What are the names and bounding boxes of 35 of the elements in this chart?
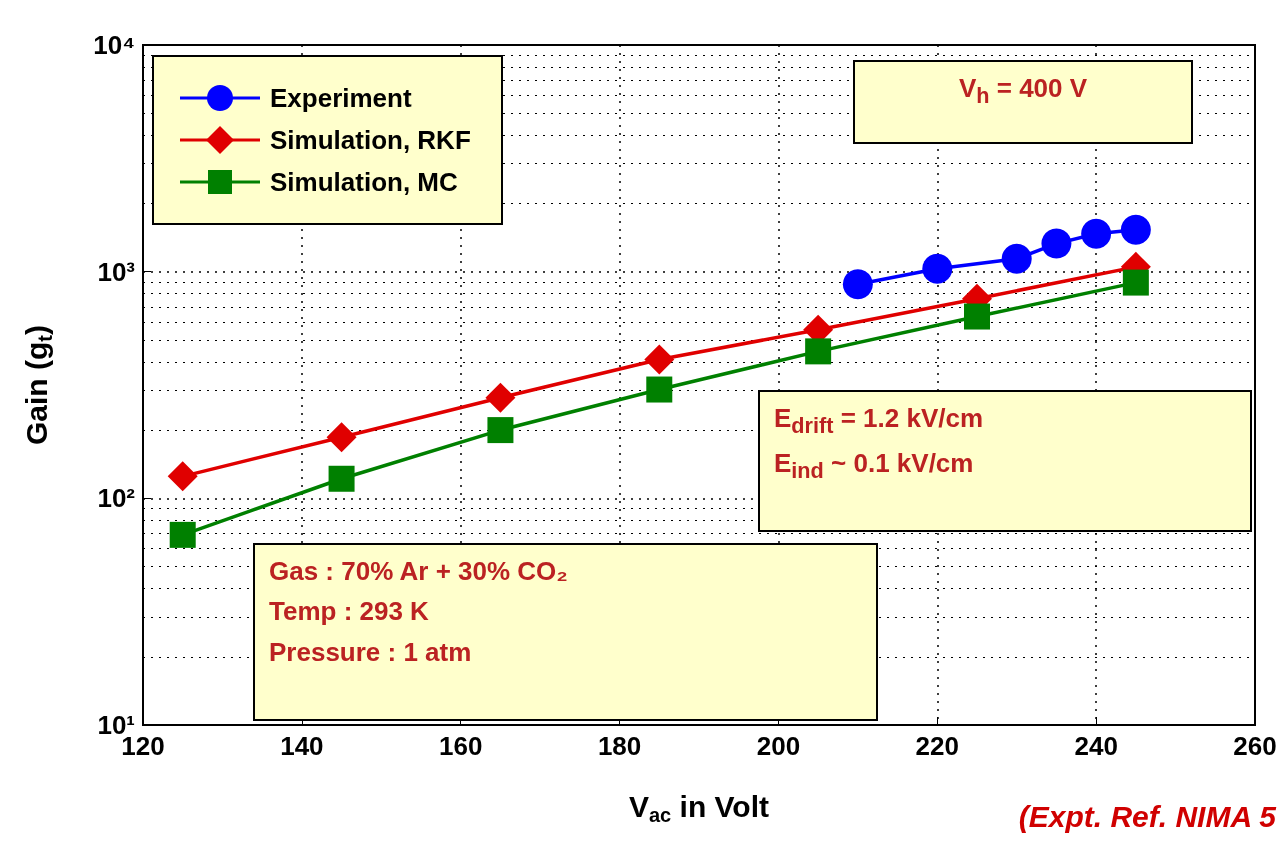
point (646, 376, 673, 403)
point (842, 269, 873, 300)
point (805, 338, 832, 365)
y-tick-label: 10² (97, 483, 136, 514)
text: (Expt. Ref. NIMA 5 (1018, 800, 1276, 834)
x-tick-label: 200 (756, 731, 801, 761)
point (1120, 214, 1151, 245)
point (328, 465, 355, 492)
point (1001, 243, 1032, 274)
x-tick-label: 240 (1074, 731, 1118, 761)
text-box: V$_{h}$ = 400 V (853, 60, 1193, 144)
point (922, 253, 953, 284)
x-tick-label: 160 (439, 731, 483, 761)
point (964, 303, 990, 330)
point (1122, 269, 1149, 296)
x-tick-label: 140 (280, 731, 324, 761)
point (487, 417, 514, 444)
legend-label: Experiment (270, 83, 412, 113)
text-box: E$_{drift}$ = 1.2 kV/cm E$_{ind}$ ~ 0.1 kV/cm (758, 390, 1252, 532)
x-tick-label: 260 (1233, 731, 1277, 761)
y-axis-title: Gain (gt) (19, 325, 56, 445)
point (1081, 218, 1112, 249)
y-tick-label: 10³ (97, 256, 136, 287)
legend-label: Simulation, MC (270, 167, 458, 197)
y-tick-label: 10⁴ (93, 30, 135, 60)
point (1041, 228, 1072, 259)
point (169, 521, 196, 548)
x-tick-label: 180 (597, 731, 642, 761)
point (326, 422, 357, 453)
text-box: Gas : 70% Ar + 30% CO₂ Temp : 293 K Pressure : 1 atm (253, 543, 878, 721)
point (167, 461, 198, 492)
point (644, 344, 675, 375)
legend-label: Simulation, RKF (270, 125, 471, 155)
point (485, 382, 516, 413)
x-tick-label: 220 (915, 731, 959, 761)
